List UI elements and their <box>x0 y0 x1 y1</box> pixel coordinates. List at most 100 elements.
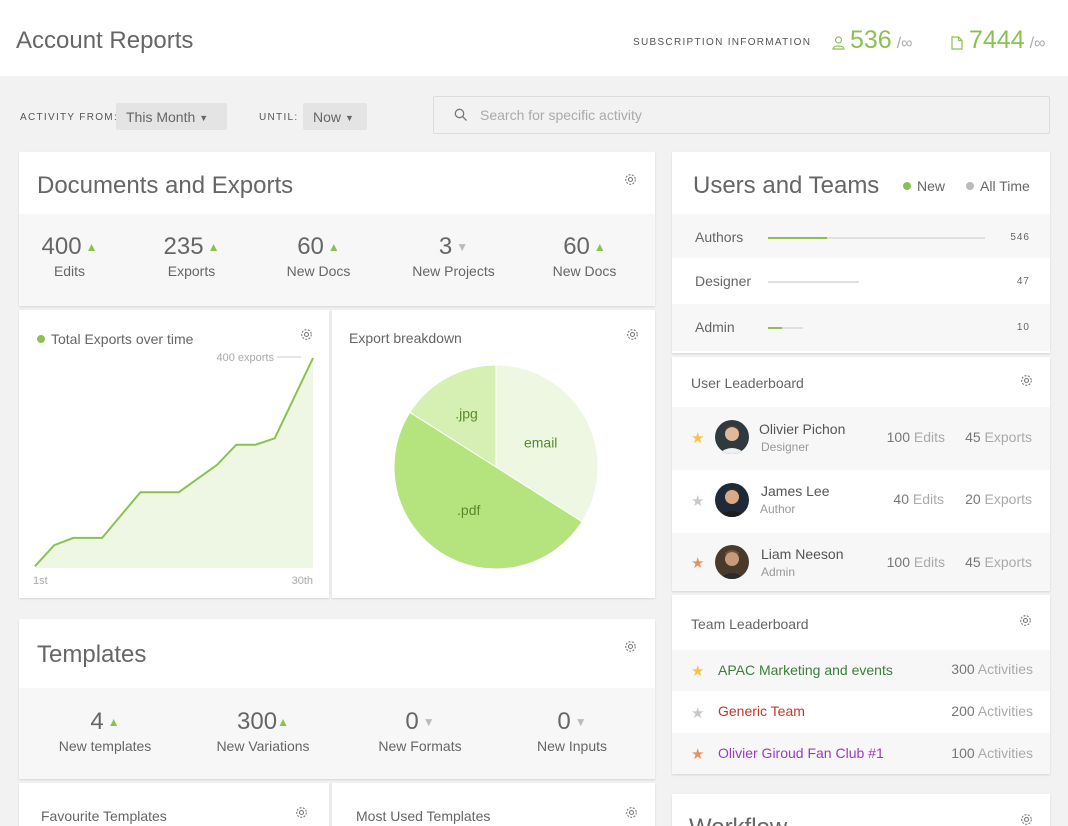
activities-unit: Activities <box>977 661 1033 677</box>
team-row[interactable]: ★ Generic Team 200 Activities <box>672 692 1050 733</box>
edits-count: 100 <box>886 429 910 445</box>
kpi-value: 300 <box>237 708 278 735</box>
favourite-templates-title: Favourite Templates <box>41 808 167 824</box>
gear-icon[interactable] <box>624 173 637 186</box>
kpi-new-projects: 3 ▼ New Projects <box>398 233 509 279</box>
kpi-value: 0 <box>405 708 419 735</box>
activities-count: 200 <box>951 703 975 719</box>
until-dropdown[interactable]: Now ▼ <box>303 103 367 130</box>
team-row[interactable]: ★ Olivier Giroud Fan Club #1 100 Activit… <box>672 733 1050 774</box>
activities-unit: Activities <box>977 745 1033 761</box>
edits-unit: Edits <box>913 429 945 445</box>
kpi-new-templates: 4 ▲ New templates <box>46 708 164 754</box>
trend-down-icon: ▼ <box>422 715 435 729</box>
search-input[interactable] <box>480 105 1030 125</box>
x-tick-start: 1st <box>33 575 48 587</box>
legend-dot <box>903 182 911 190</box>
pie-slice-jpg[interactable] <box>409 364 497 468</box>
edits-unit: Edits <box>913 554 945 570</box>
team-leaderboard-card: Team Leaderboard ★ APAC Marketing and ev… <box>672 595 1050 774</box>
kpi-new-inputs: 0 ▼ New Inputs <box>517 708 627 754</box>
leaderboard-row[interactable]: ★ Olivier Pichon Designer 100 Edits 45 E… <box>672 407 1050 470</box>
user-type-count: 546 <box>1010 232 1030 243</box>
documents-count: 7444 <box>969 26 1025 54</box>
user-role: Author <box>760 502 796 516</box>
team-activities: 300 Activities <box>951 661 1033 677</box>
gear-icon[interactable] <box>300 328 313 341</box>
star-icon: ★ <box>691 493 705 510</box>
documents-stat: 7444 /∞ <box>951 26 1045 55</box>
templates-title: Templates <box>37 641 147 668</box>
kpi-label: New Formats <box>378 738 462 754</box>
user-type-row[interactable]: Authors 546 <box>672 214 1050 261</box>
gear-icon[interactable] <box>1020 374 1033 387</box>
avatar <box>715 483 749 517</box>
exports-chart-card: Total Exports over time 400 exports 1st 30… <box>19 310 329 598</box>
gear-icon[interactable] <box>295 806 308 819</box>
star-icon: ★ <box>691 663 705 680</box>
breakdown-card: Export breakdown email .pdf .jpg <box>332 310 655 598</box>
user-type-row[interactable]: Admin 10 <box>672 304 1050 351</box>
user-icon <box>832 36 846 55</box>
search-box <box>433 96 1050 134</box>
most-used-templates-card: Most Used Templates <box>332 783 655 826</box>
user-type-name: Authors <box>695 229 744 245</box>
x-tick-end: 30th <box>292 575 313 587</box>
user-type-count: 47 <box>1016 276 1030 287</box>
kpi-value: 0 <box>557 708 571 735</box>
gear-icon[interactable] <box>1019 614 1032 627</box>
edits-count: 100 <box>886 554 910 570</box>
gear-icon[interactable] <box>626 328 639 341</box>
until-value: Now <box>313 109 342 125</box>
kpi-label: New Docs <box>552 263 617 279</box>
users-teams-card: Users and Teams New All Time Authors 546 D… <box>672 152 1050 353</box>
kpi-new-docs: 60 ▲ New Docs <box>268 233 369 279</box>
user-name: Liam Neeson <box>761 546 844 562</box>
user-exports: 45 Exports <box>965 554 1032 570</box>
activity-from-dropdown[interactable]: This Month ▼ <box>116 103 227 130</box>
user-exports: 45 Exports <box>965 429 1032 445</box>
team-name: APAC Marketing and events <box>718 662 893 678</box>
exports-area-chart: 400 exports 1st 30th <box>33 352 314 587</box>
workflow-card: Workflow <box>672 794 1050 826</box>
subscription-label: SUBSCRIPTION INFORMATION <box>633 37 812 48</box>
leaderboard-row[interactable]: ★ James Lee Author 40 Edits 20 Exports <box>672 470 1050 533</box>
exports-count: 20 <box>965 491 981 507</box>
legend-new[interactable]: New <box>903 178 945 194</box>
team-activities: 200 Activities <box>951 703 1033 719</box>
star-icon: ★ <box>691 555 705 572</box>
gear-icon[interactable] <box>624 640 637 653</box>
activity-from-label: ACTIVITY FROM: <box>20 112 119 123</box>
users-count: 536 <box>850 26 892 54</box>
kpi-exports: 235 ▲ Exports <box>141 233 242 279</box>
until-label: UNTIL: <box>259 112 299 123</box>
gear-icon[interactable] <box>625 806 638 819</box>
documents-stats: 400 ▲ Edits 235 ▲ Exports 60 ▲ New Docs 3 ▼ … <box>19 214 655 306</box>
kpi-label: Exports <box>167 263 216 279</box>
series-line <box>34 357 314 567</box>
gear-icon[interactable] <box>1020 813 1033 826</box>
kpi-value: 235 <box>163 233 204 260</box>
legend-all-time[interactable]: All Time <box>966 178 1030 194</box>
user-leaderboard-card: User Leaderboard ★ Olivier Pichon Design… <box>672 357 1050 591</box>
team-name: Olivier Giroud Fan Club #1 <box>718 745 884 761</box>
kpi-label: New templates <box>58 738 152 754</box>
pie-slice-pdf[interactable] <box>393 411 583 570</box>
templates-stats: 4 ▲ New templates 300▲ New Variations 0 ▼ … <box>19 688 655 779</box>
user-type-name: Designer <box>695 273 752 289</box>
user-edits: 40 Edits <box>893 491 944 507</box>
kpi-new-docs-2: 60 ▲ New Docs <box>534 233 635 279</box>
team-row[interactable]: ★ APAC Marketing and events 300 Activiti… <box>672 650 1050 691</box>
kpi-value: 60 <box>563 233 590 260</box>
document-icon <box>951 36 965 55</box>
pie-slice-email[interactable] <box>495 364 599 523</box>
user-role: Admin <box>761 565 796 579</box>
progress-fill <box>768 237 827 239</box>
leaderboard-row[interactable]: ★ Liam Neeson Admin 100 Edits 45 Exports <box>672 533 1050 591</box>
star-icon: ★ <box>691 746 705 763</box>
user-type-row[interactable]: Designer 47 <box>672 258 1050 305</box>
kpi-label: New Variations <box>216 738 310 754</box>
pie-label: .jpg <box>455 405 478 421</box>
trend-down-icon: ▼ <box>456 240 469 254</box>
user-leaderboard-title: User Leaderboard <box>691 375 804 391</box>
